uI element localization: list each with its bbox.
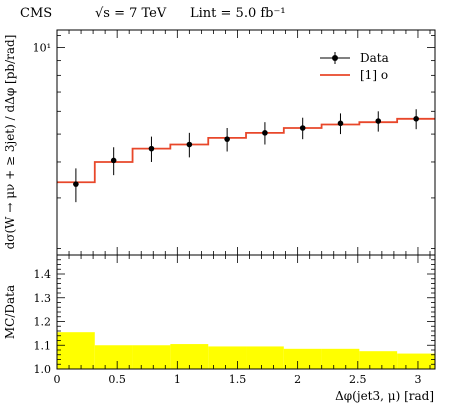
ratio-y-tick-label: 1.4 <box>34 268 52 281</box>
x-tick-label: 0 <box>54 373 61 386</box>
ratio-band-bin <box>132 345 171 369</box>
data-point <box>148 145 155 152</box>
x-tick-label: 2 <box>294 373 301 386</box>
ratio-band-bin <box>170 344 209 369</box>
main-plot-area <box>57 30 435 255</box>
x-tick-label: 1 <box>174 373 181 386</box>
ratio-band-bin <box>57 332 95 369</box>
mc-step-line <box>57 117 435 184</box>
ratio-y-tick-label: 1.3 <box>34 292 52 305</box>
ratio-plot-panel: 1.0 1.1 1.2 1.3 1.4 0 0.5 1 1.5 2 2.5 3 MC/Data Δφ… <box>3 254 436 403</box>
legend: Data [1] o <box>320 51 389 82</box>
ratio-band-bin <box>94 345 133 369</box>
main-plot-panel: 10¹ Data [1] o dσ(W → μν + ≥ 3jet) / dΔφ… <box>3 29 436 256</box>
main-y-axis-label: dσ(W → μν + ≥ 3jet) / dΔφ [pb/rad] <box>3 35 17 250</box>
main-x-ticks <box>56 30 431 255</box>
experiment-label: CMS <box>20 6 52 21</box>
data-point <box>262 130 268 136</box>
x-axis-label: Δφ(jet3, μ) [rad] <box>335 389 434 403</box>
energy-label: √s = 7 TeV <box>95 6 167 21</box>
data-point <box>299 125 306 131</box>
data-point <box>110 157 117 164</box>
data-point <box>186 141 193 148</box>
data-point <box>224 136 230 142</box>
ratio-x-ticks: 0 0.5 1 1.5 2 2.5 3 <box>54 255 431 386</box>
data-point <box>413 116 419 122</box>
ratio-band-bin <box>208 346 247 369</box>
ratio-plot-frame <box>56 254 436 370</box>
data-point <box>337 120 344 127</box>
ratio-y-tick-label: 1.1 <box>34 339 52 352</box>
ratio-y-tick-label: 1.2 <box>34 316 52 329</box>
ratio-y-tick-label: 1.0 <box>34 363 52 376</box>
ratio-band-bin <box>283 348 322 369</box>
ratio-band-bin <box>397 353 435 369</box>
main-y-tick-label: 10¹ <box>33 41 51 54</box>
data-points <box>73 109 419 203</box>
lumi-label: Lint = 5.0 fb⁻¹ <box>190 6 286 21</box>
ratio-band <box>57 332 435 369</box>
ratio-band-bin <box>246 346 284 369</box>
x-tick-label: 2.5 <box>349 373 367 386</box>
legend-data-marker-dot <box>332 55 338 61</box>
ratio-y-axis-label: MC/Data <box>3 285 17 339</box>
x-tick-label: 3 <box>414 373 421 386</box>
mc-step-curve <box>57 117 435 184</box>
legend-label-mc: [1] o <box>360 68 388 82</box>
ratio-band-bin <box>321 348 360 369</box>
legend-label-data: Data <box>360 51 389 65</box>
x-tick-label: 1.5 <box>229 373 247 386</box>
data-point <box>73 181 79 187</box>
ratio-band-bin <box>359 351 398 369</box>
main-y-ticks: 10¹ <box>33 35 435 249</box>
x-tick-label: 0.5 <box>108 373 126 386</box>
data-point <box>375 118 382 124</box>
